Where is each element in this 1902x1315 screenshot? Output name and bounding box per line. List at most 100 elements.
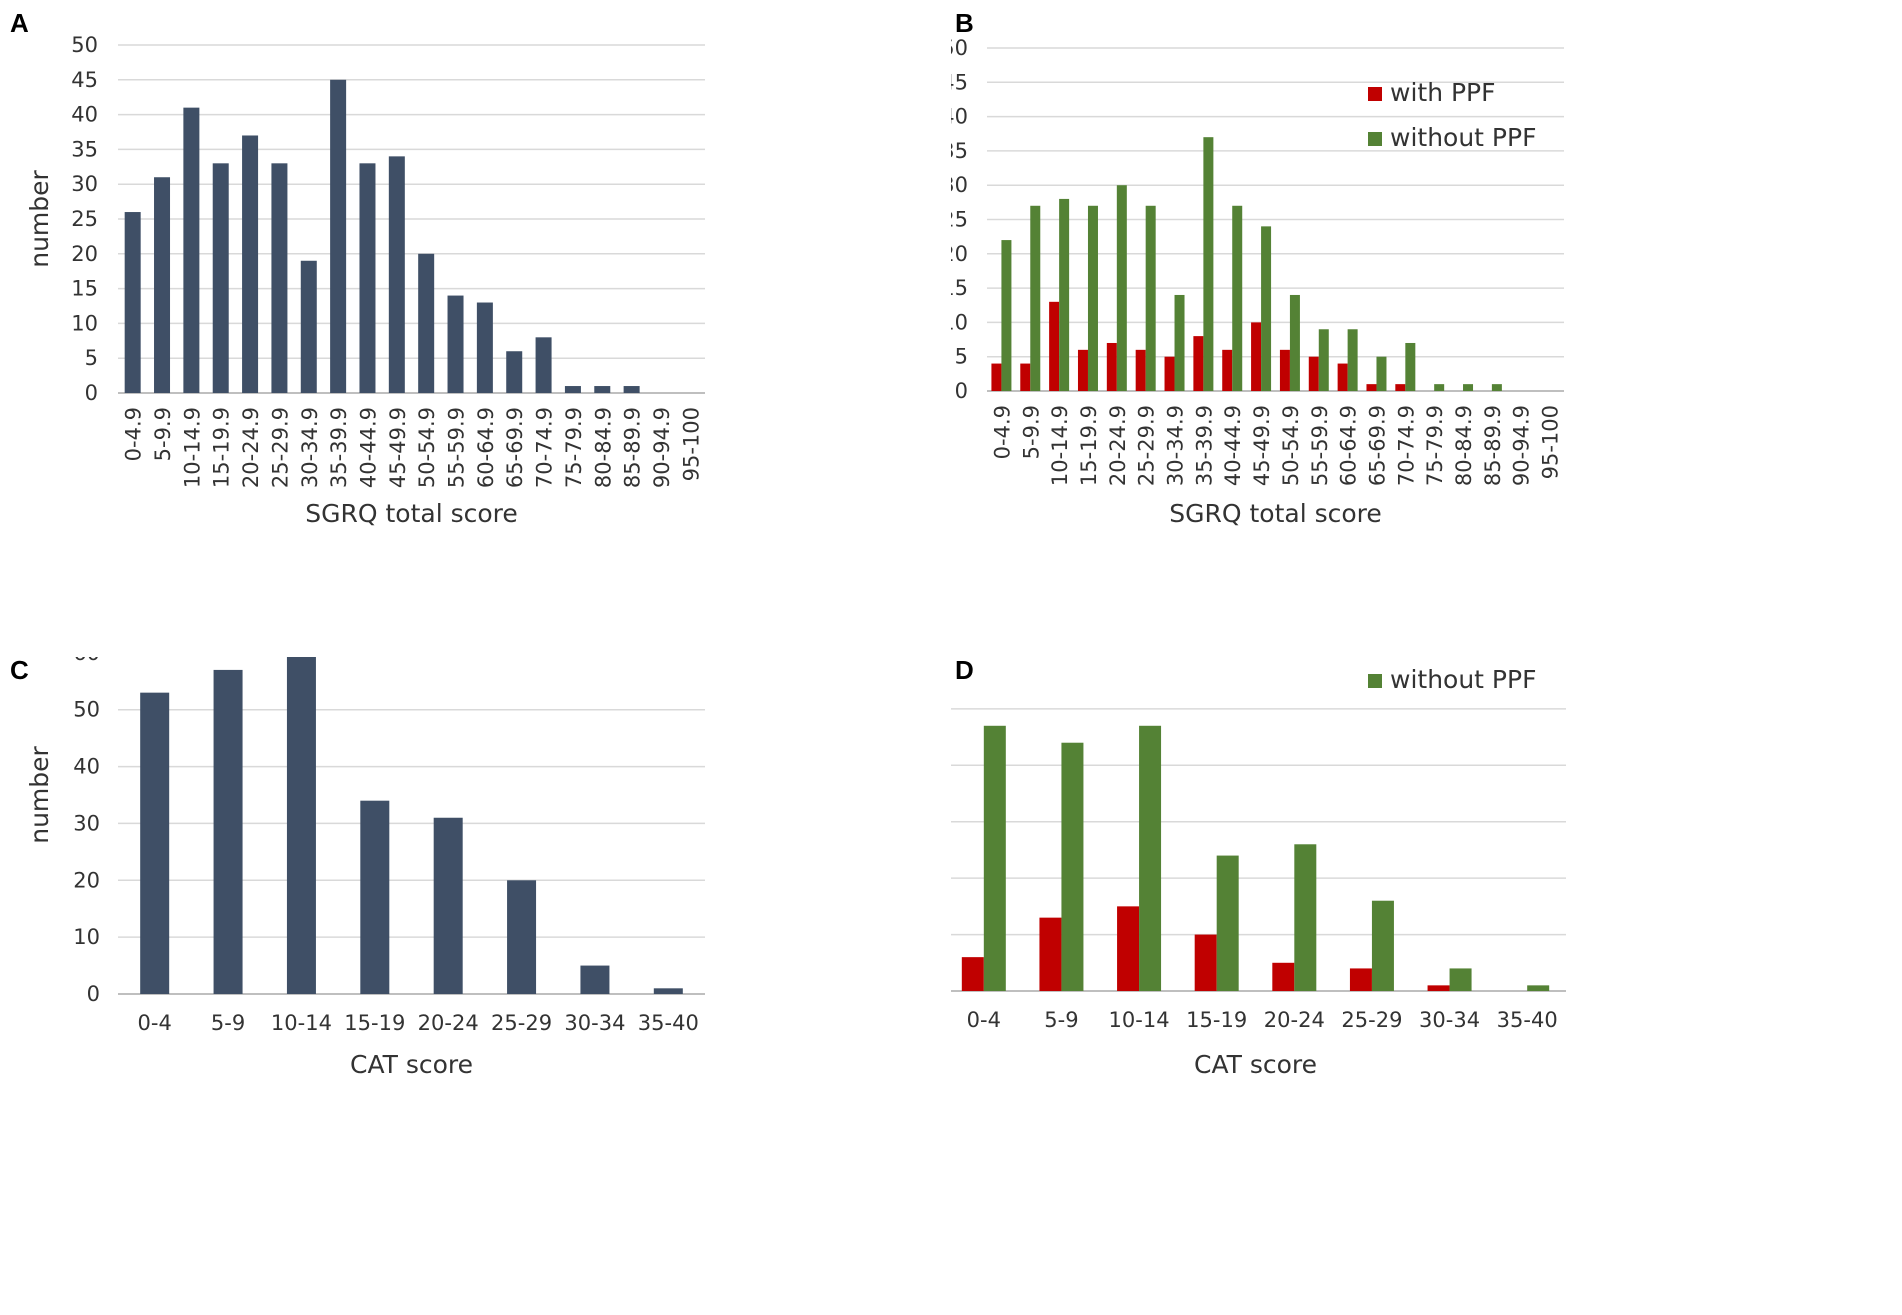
x-tick-label: 25-29 <box>491 1011 552 1035</box>
bar-without-ppf-70-74.9 <box>1405 342 1416 391</box>
x-tick-label: 50-54.9 <box>415 407 439 488</box>
bar-without-ppf-75-79.9 <box>1434 384 1445 391</box>
x-tick-label: 25-29 <box>1341 1008 1402 1032</box>
bar-with-ppf-25-29 <box>1349 968 1372 991</box>
bar-with-ppf-15-19 <box>1194 934 1217 991</box>
x-tick-label: 90-94.9 <box>1510 405 1534 486</box>
y-tick-label: 20 <box>71 242 98 266</box>
bar-all-35-40 <box>653 988 683 994</box>
bar-all-60-64.9 <box>476 302 493 393</box>
bar-without-ppf-55-59.9 <box>1318 329 1329 391</box>
bar-without-ppf-10-14.9 <box>1059 198 1070 391</box>
legend-swatch-with-ppf <box>1368 87 1382 101</box>
bar-without-ppf-5-9.9 <box>1030 205 1041 391</box>
x-tick-label: 30-34 <box>564 1011 625 1035</box>
bar-all-40-44.9 <box>359 163 376 393</box>
bar-with-ppf-45-49.9 <box>1251 322 1262 391</box>
bar-all-30-34.9 <box>300 260 317 393</box>
x-tick-label: 0-4.9 <box>122 407 146 461</box>
y-tick-label: 10 <box>71 311 98 335</box>
bar-all-15-19 <box>360 800 390 994</box>
x-tick-label: 35-40 <box>1497 1008 1558 1032</box>
y-tick-label: 45 <box>71 68 98 92</box>
bar-with-ppf-30-34.9 <box>1164 356 1175 391</box>
y-axis-title: number <box>25 745 54 843</box>
y-tick-label: 0 <box>85 381 98 405</box>
panel-label-c: C <box>10 655 29 685</box>
bar-with-ppf-25-29.9 <box>1135 349 1146 391</box>
bar-with-ppf-20-24 <box>1272 962 1295 991</box>
x-tick-label: 0-4.9 <box>990 405 1014 459</box>
y-tick-label: 25 <box>71 207 98 231</box>
x-tick-label: 5-9 <box>1044 1008 1078 1032</box>
bar-all-55-59.9 <box>447 295 464 393</box>
bar-all-0-4.9 <box>124 212 141 393</box>
bar-without-ppf-30-34.9 <box>1174 294 1185 391</box>
x-tick-label: 5-9.9 <box>1019 405 1043 459</box>
legend-label-without-ppf: without PPF <box>1390 123 1536 152</box>
bar-without-ppf-0-4.9 <box>1001 240 1012 391</box>
x-tick-label: 30-34.9 <box>298 407 322 488</box>
y-tick-label: 45 <box>951 70 968 94</box>
y-tick-label: 5 <box>85 346 98 370</box>
x-tick-label: 20-24 <box>418 1011 479 1035</box>
bar-with-ppf-55-59.9 <box>1308 356 1319 391</box>
bar-with-ppf-60-64.9 <box>1337 363 1348 391</box>
bar-with-ppf-20-24.9 <box>1106 342 1117 391</box>
x-tick-label: 25-29.9 <box>1135 405 1159 486</box>
bar-all-85-89.9 <box>623 386 640 393</box>
bar-all-65-69.9 <box>506 351 523 393</box>
bar-with-ppf-35-39.9 <box>1193 336 1204 391</box>
bar-without-ppf-25-29.9 <box>1145 205 1156 391</box>
x-tick-label: 15-19 <box>1186 1008 1247 1032</box>
y-tick-label: 5 <box>955 345 968 369</box>
bar-all-25-29.9 <box>271 163 288 393</box>
x-tick-label: 0-4 <box>967 1008 1001 1032</box>
bar-with-ppf-40-44.9 <box>1222 349 1233 391</box>
bar-without-ppf-50-54.9 <box>1289 294 1300 391</box>
x-tick-label: 75-79.9 <box>1423 405 1447 486</box>
panel-label-d: D <box>955 655 974 685</box>
bar-with-ppf-5-9.9 <box>1020 363 1031 391</box>
y-tick-label: 15 <box>951 276 968 300</box>
x-tick-label: 20-24.9 <box>1106 405 1130 486</box>
y-tick-label: 35 <box>951 139 968 163</box>
bar-all-70-74.9 <box>535 337 552 393</box>
x-tick-label: 45-49.9 <box>1250 405 1274 486</box>
panel-label-a: A <box>10 8 29 38</box>
x-tick-label: 25-29.9 <box>268 407 292 488</box>
y-tick-label: 50 <box>73 698 100 722</box>
x-tick-label: 45-49.9 <box>386 407 410 488</box>
bar-without-ppf-40-44.9 <box>1232 205 1243 391</box>
x-tick-label: 30-34 <box>1419 1008 1480 1032</box>
bar-without-ppf-80-84.9 <box>1463 384 1474 391</box>
y-tick-label: 50 <box>951 36 968 60</box>
bar-without-ppf-65-69.9 <box>1376 356 1387 391</box>
bar-all-20-24 <box>433 817 463 994</box>
x-tick-label: 80-84.9 <box>591 407 615 488</box>
bar-all-20-24.9 <box>242 135 259 394</box>
bar-without-ppf-20-24.9 <box>1116 185 1127 391</box>
bar-with-ppf-10-14 <box>1117 906 1140 991</box>
x-tick-label: 20-24 <box>1264 1008 1325 1032</box>
x-tick-label: 55-59.9 <box>1308 405 1332 486</box>
x-tick-label: 70-74.9 <box>533 407 557 488</box>
y-tick-label: 0 <box>87 982 100 1006</box>
x-tick-label: 75-79.9 <box>562 407 586 488</box>
y-tick-label: 25 <box>951 208 968 232</box>
legend-label-without-ppf: without PPF <box>1390 665 1536 694</box>
bar-all-15-19.9 <box>212 163 229 393</box>
x-tick-label: 10-14.9 <box>1048 405 1072 486</box>
panel-label-b: B <box>955 8 974 38</box>
bar-all-5-9 <box>213 669 243 994</box>
x-tick-label: 0-4 <box>138 1011 172 1035</box>
bar-all-45-49.9 <box>388 156 405 393</box>
bar-with-ppf-10-14.9 <box>1049 301 1060 391</box>
x-tick-label: 65-69.9 <box>503 407 527 488</box>
x-tick-label: 15-19.9 <box>1077 405 1101 486</box>
y-tick-label: 10 <box>73 925 100 949</box>
bar-all-0-4 <box>140 692 170 994</box>
x-tick-label: 10-14.9 <box>180 407 204 488</box>
bar-all-10-14.9 <box>183 107 200 393</box>
bar-all-35-39.9 <box>330 79 347 394</box>
